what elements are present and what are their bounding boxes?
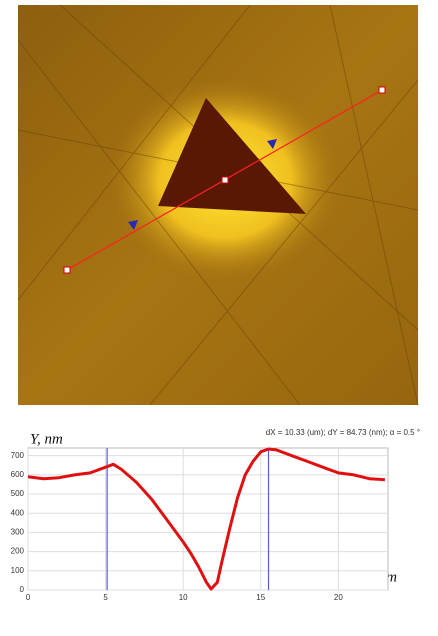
annotation: dX = 10.33 (um); dY = 84.73 (nm); α = 0.… — [266, 428, 420, 437]
y-axis-title: Y, nm — [30, 431, 63, 447]
x-tick-label: 10 — [179, 593, 188, 602]
y-tick-label: 400 — [11, 508, 25, 517]
x-tick-label: 5 — [103, 593, 108, 602]
y-tick-label: 600 — [11, 470, 25, 479]
x-tick-label: 15 — [256, 593, 265, 602]
y-tick-label: 0 — [20, 585, 25, 594]
y-tick-label: 500 — [11, 489, 25, 498]
x-tick-label: 0 — [26, 593, 31, 602]
afm-image — [17, 4, 419, 406]
y-tick-label: 200 — [11, 547, 25, 556]
x-tick-label: 20 — [334, 593, 343, 602]
profile-chart: dX = 10.33 (um); dY = 84.73 (nm); α = 0.… — [11, 428, 420, 602]
y-tick-label: 700 — [11, 451, 25, 460]
plot-area — [27, 447, 389, 591]
y-tick-label: 300 — [11, 528, 25, 537]
y-tick-label: 100 — [11, 566, 25, 575]
profile-line — [27, 447, 385, 591]
